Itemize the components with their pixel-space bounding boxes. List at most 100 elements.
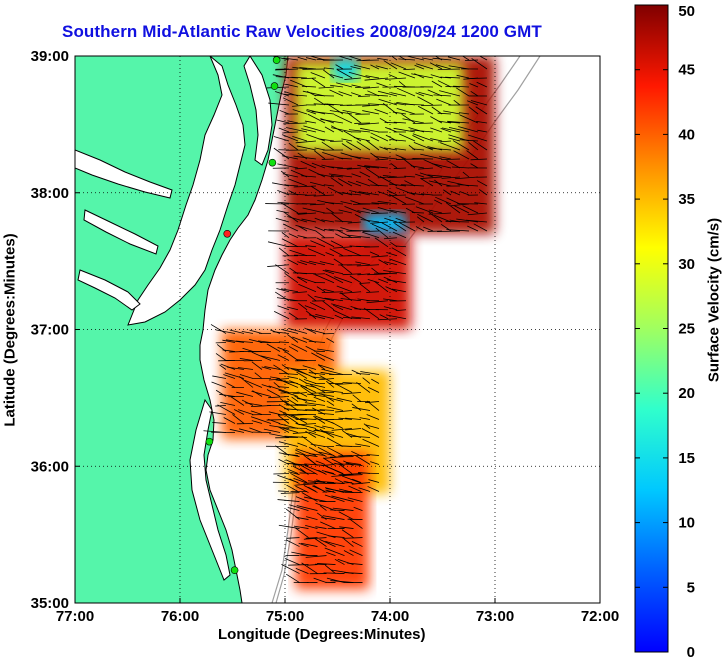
velocity-arrow — [288, 564, 309, 566]
velocity-arrow — [268, 411, 281, 415]
velocity-arrow — [351, 92, 362, 97]
velocity-arrow — [315, 314, 335, 320]
velocity-arrow — [297, 391, 308, 397]
velocity-arrow — [306, 328, 326, 334]
velocity-arrow — [286, 537, 300, 539]
velocity-arrow — [324, 202, 344, 205]
velocity-arrow — [405, 196, 425, 205]
colorbar-tick-label: 25 — [678, 321, 695, 338]
velocity-arrow — [293, 525, 309, 529]
velocity-arrow — [326, 380, 335, 388]
velocity-arrow — [306, 133, 326, 142]
velocity-arrow — [310, 443, 326, 447]
velocity-arrow — [281, 288, 299, 293]
y-tick-label: 38:00 — [31, 185, 69, 202]
velocity-arrow — [311, 162, 326, 169]
velocity-arrow — [269, 425, 290, 429]
velocity-arrow — [326, 400, 335, 406]
velocity-arrow — [308, 431, 326, 438]
velocity-arrow — [390, 56, 398, 61]
velocity-arrow — [301, 562, 318, 574]
velocity-arrow — [333, 309, 353, 320]
velocity-arrow — [439, 156, 452, 160]
velocity-arrow — [220, 402, 236, 406]
velocity-arrow — [370, 184, 389, 187]
velocity-arrow — [314, 147, 326, 151]
velocity-arrow — [329, 89, 344, 97]
velocity-arrow — [310, 240, 326, 248]
velocity-arrow — [326, 207, 335, 214]
velocity-arrow — [357, 210, 371, 214]
y-tick-label: 35:00 — [31, 595, 69, 612]
velocity-arrow — [304, 327, 317, 334]
velocity-arrow — [379, 314, 389, 320]
velocity-arrow — [230, 396, 245, 406]
velocity-arrow — [278, 452, 300, 457]
velocity-arrow — [316, 286, 326, 293]
velocity-arrow — [273, 364, 290, 375]
y-tick-label: 36:00 — [31, 458, 69, 475]
velocity-arrow — [384, 217, 398, 223]
velocity-arrow — [291, 76, 308, 79]
velocity-arrow — [351, 451, 363, 457]
velocity-arrow — [321, 368, 344, 375]
velocity-arrow — [361, 428, 380, 438]
y-tick-label: 39:00 — [31, 48, 69, 65]
velocity-arrow — [362, 207, 380, 214]
velocity-arrow — [399, 222, 416, 232]
velocity-arrow — [447, 120, 470, 124]
velocity-arrow — [225, 339, 245, 343]
velocity-arrow — [346, 167, 362, 170]
velocity-arrow — [351, 84, 362, 88]
velocity-arrow — [317, 446, 336, 457]
velocity-arrow — [268, 102, 290, 106]
velocity-arrow — [323, 184, 335, 187]
velocity-arrow — [329, 248, 344, 257]
x-axis-label: Longitude (Degrees:Minutes) — [218, 626, 426, 643]
velocity-arrow — [398, 58, 416, 61]
velocity-arrow — [235, 340, 254, 343]
velocity-arrow — [269, 433, 290, 438]
velocity-arrow — [325, 489, 336, 493]
velocity-arrow — [423, 226, 434, 232]
velocity-arrow — [325, 269, 344, 275]
velocity-arrow — [353, 137, 371, 142]
velocity-arrow — [334, 220, 353, 223]
velocity-arrow — [311, 77, 326, 88]
velocity-arrow — [303, 125, 326, 133]
velocity-arrow — [313, 396, 326, 402]
velocity-arrow — [295, 496, 309, 502]
velocity-arrow — [475, 106, 488, 115]
velocity-arrow — [219, 393, 236, 397]
velocity-arrow — [412, 134, 425, 142]
velocity-arrow — [364, 165, 389, 169]
velocity-arrow — [468, 106, 479, 115]
radar-station — [205, 437, 214, 446]
velocity-arrow — [466, 77, 488, 80]
velocity-arrow — [455, 176, 479, 180]
velocity-arrow — [349, 549, 363, 556]
velocity-arrow — [446, 160, 461, 169]
velocity-arrow — [378, 98, 398, 106]
radar-stations — [205, 56, 281, 574]
velocity-arrow — [352, 407, 371, 411]
velocity-arrow — [343, 130, 362, 142]
velocity-arrow — [310, 72, 326, 79]
velocity-arrow — [420, 176, 443, 179]
velocity-arrow — [398, 71, 416, 79]
velocity-arrow — [278, 458, 290, 465]
velocity-arrow — [308, 260, 326, 266]
velocity-arrow — [245, 402, 263, 406]
bay-tributary-2 — [83, 209, 159, 255]
velocity-arrow — [360, 219, 380, 223]
velocity-arrow — [325, 273, 344, 284]
velocity-arrow — [299, 464, 318, 475]
velocity-arrow — [447, 56, 461, 61]
velocity-arrow — [309, 181, 326, 187]
velocity-arrow — [317, 364, 326, 370]
velocity-arrow — [387, 176, 407, 178]
velocity-arrow — [359, 282, 371, 284]
velocity-arrow — [241, 331, 254, 334]
velocity-arrow — [282, 134, 299, 142]
